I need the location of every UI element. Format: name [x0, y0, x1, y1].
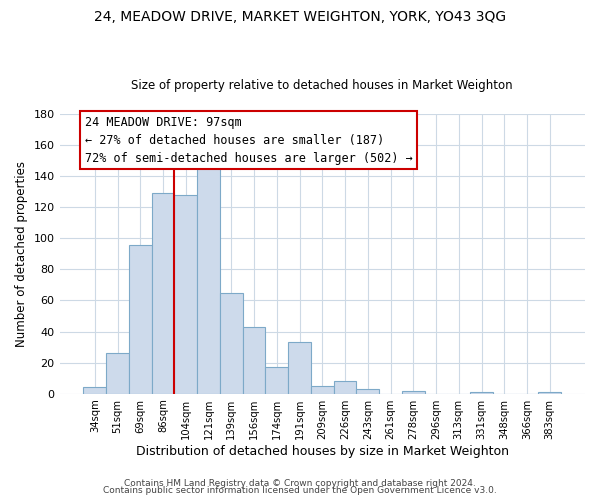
Bar: [265, 368, 288, 394]
Bar: [538, 392, 561, 394]
Bar: [152, 194, 175, 394]
Text: 24 MEADOW DRIVE: 97sqm
← 27% of detached houses are smaller (187)
72% of semi-de: 24 MEADOW DRIVE: 97sqm ← 27% of detached…: [85, 116, 412, 164]
Bar: [197, 160, 220, 394]
Bar: [242, 327, 265, 394]
Text: 24, MEADOW DRIVE, MARKET WEIGHTON, YORK, YO43 3QG: 24, MEADOW DRIVE, MARKET WEIGHTON, YORK,…: [94, 10, 506, 24]
Bar: [288, 342, 311, 394]
Title: Size of property relative to detached houses in Market Weighton: Size of property relative to detached ho…: [131, 79, 513, 92]
Bar: [83, 388, 106, 394]
Bar: [470, 392, 493, 394]
Bar: [334, 382, 356, 394]
Bar: [106, 354, 129, 394]
Bar: [356, 389, 379, 394]
Bar: [311, 386, 334, 394]
Bar: [129, 244, 152, 394]
Y-axis label: Number of detached properties: Number of detached properties: [15, 161, 28, 347]
Text: Contains public sector information licensed under the Open Government Licence v3: Contains public sector information licen…: [103, 486, 497, 495]
X-axis label: Distribution of detached houses by size in Market Weighton: Distribution of detached houses by size …: [136, 444, 509, 458]
Bar: [402, 390, 425, 394]
Bar: [220, 292, 242, 394]
Bar: [175, 195, 197, 394]
Text: Contains HM Land Registry data © Crown copyright and database right 2024.: Contains HM Land Registry data © Crown c…: [124, 478, 476, 488]
